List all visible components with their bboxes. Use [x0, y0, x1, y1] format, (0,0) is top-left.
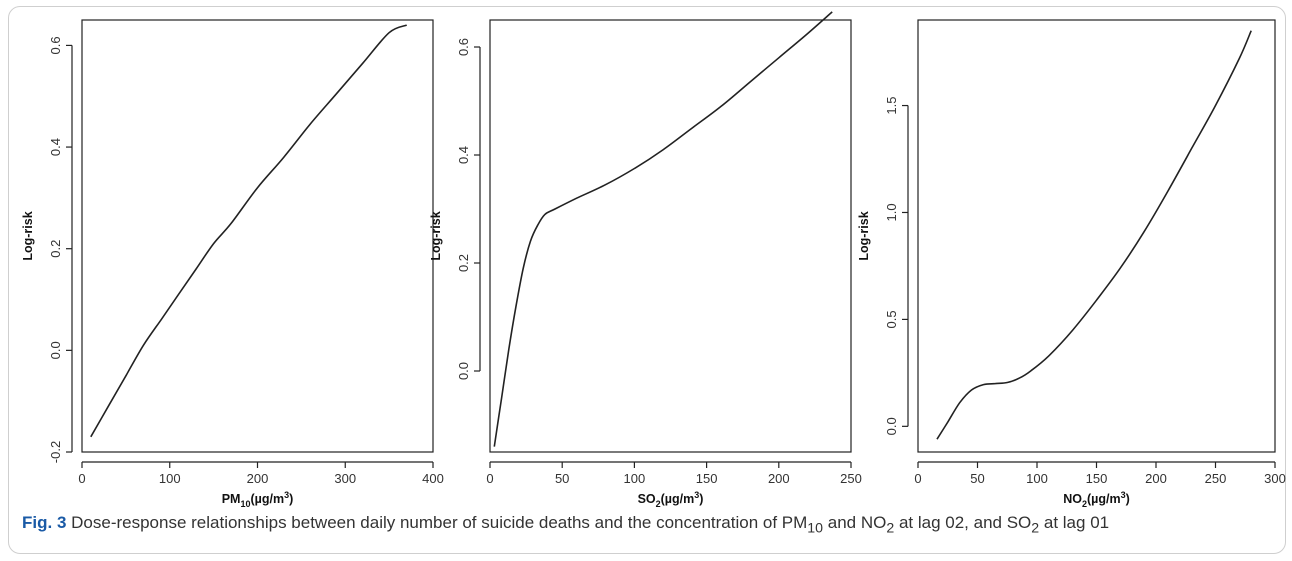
- x-tick-label: 300: [1264, 471, 1286, 486]
- dose-response-curve: [936, 30, 1252, 440]
- y-tick-label: 0.0: [884, 417, 899, 435]
- caption-sub-c: 2: [1031, 520, 1040, 537]
- x-tick-label: 50: [555, 471, 569, 486]
- plot-frame: [489, 19, 852, 453]
- y-tick-label: 0.2: [456, 254, 471, 272]
- y-axis-label: Log-risk: [429, 211, 443, 260]
- y-tick-label: -0.2: [48, 441, 63, 463]
- x-tick-label: 200: [768, 471, 790, 486]
- y-tick-label: 0.0: [48, 341, 63, 359]
- x-tick-label: 250: [1205, 471, 1227, 486]
- x-tick-label: 150: [1086, 471, 1108, 486]
- x-tick-label: 200: [247, 471, 269, 486]
- y-tick-label: 1.0: [884, 203, 899, 221]
- y-tick-label: 0.4: [456, 146, 471, 164]
- plot-frame: [81, 19, 434, 453]
- y-tick-label: 0.5: [884, 310, 899, 328]
- x-tick-label: 250: [840, 471, 862, 486]
- x-tick-label: 100: [624, 471, 646, 486]
- x-tick-label: 100: [159, 471, 181, 486]
- y-axis-label: Log-risk: [21, 211, 35, 260]
- y-tick-label: 0.6: [456, 38, 471, 56]
- caption-text-d: at lag 01: [1039, 513, 1110, 532]
- caption-text-b: and NO: [823, 513, 887, 532]
- caption-text-c: at lag 02, and SO: [894, 513, 1032, 532]
- plot-frame: [917, 19, 1276, 453]
- y-tick-label: 0.2: [48, 240, 63, 258]
- figure-frame: [8, 6, 1286, 554]
- caption-sub-b: 2: [886, 520, 895, 537]
- dose-response-curve: [493, 11, 833, 447]
- caption-fig-label: Fig. 3: [22, 513, 67, 532]
- y-tick-label: 0.4: [48, 138, 63, 156]
- chart-panel: 0 100 200 300 400 -0.2 0.0 0.2 0.4 0.6 Log-risk PM1…: [21, 19, 444, 509]
- charts-canvas: 0 100 200 300 400 -0.2 0.0 0.2 0.4 0.6 Log-risk PM1…: [21, 11, 1286, 509]
- chart-panel: 0 50 100 150 200 250 0.0 0.2 0.4 0.6 Log-risk SO2(µ…: [429, 11, 862, 509]
- x-tick-label: 100: [1026, 471, 1048, 486]
- chart-panel: 0 50 100 150 200 250 300 0.0 0.5 1.0 1.5 Log-risk NO…: [857, 19, 1286, 509]
- y-tick-label: 0.6: [48, 36, 63, 54]
- x-tick-label: 200: [1145, 471, 1167, 486]
- caption-sub-a: 10: [807, 520, 824, 537]
- x-tick-label: 300: [334, 471, 356, 486]
- x-axis-label: NO2(µg/m3): [1063, 490, 1130, 509]
- x-tick-label: 150: [696, 471, 718, 486]
- x-tick-label: 50: [970, 471, 984, 486]
- dose-response-curve: [90, 24, 408, 438]
- x-tick-label: 0: [486, 471, 493, 486]
- x-axis-label: SO2(µg/m3): [638, 490, 704, 509]
- x-tick-label: 400: [422, 471, 444, 486]
- caption-text-a: Dose-response relationships between dail…: [66, 513, 808, 532]
- x-axis-label: PM10(µg/m3): [222, 490, 294, 509]
- y-axis-label: Log-risk: [857, 211, 871, 260]
- figure-caption: Fig. 3 Dose-response relationships betwe…: [22, 513, 1282, 536]
- y-tick-label: 0.0: [456, 362, 471, 380]
- x-tick-label: 0: [914, 471, 921, 486]
- x-tick-label: 0: [78, 471, 85, 486]
- y-tick-label: 1.5: [884, 97, 899, 115]
